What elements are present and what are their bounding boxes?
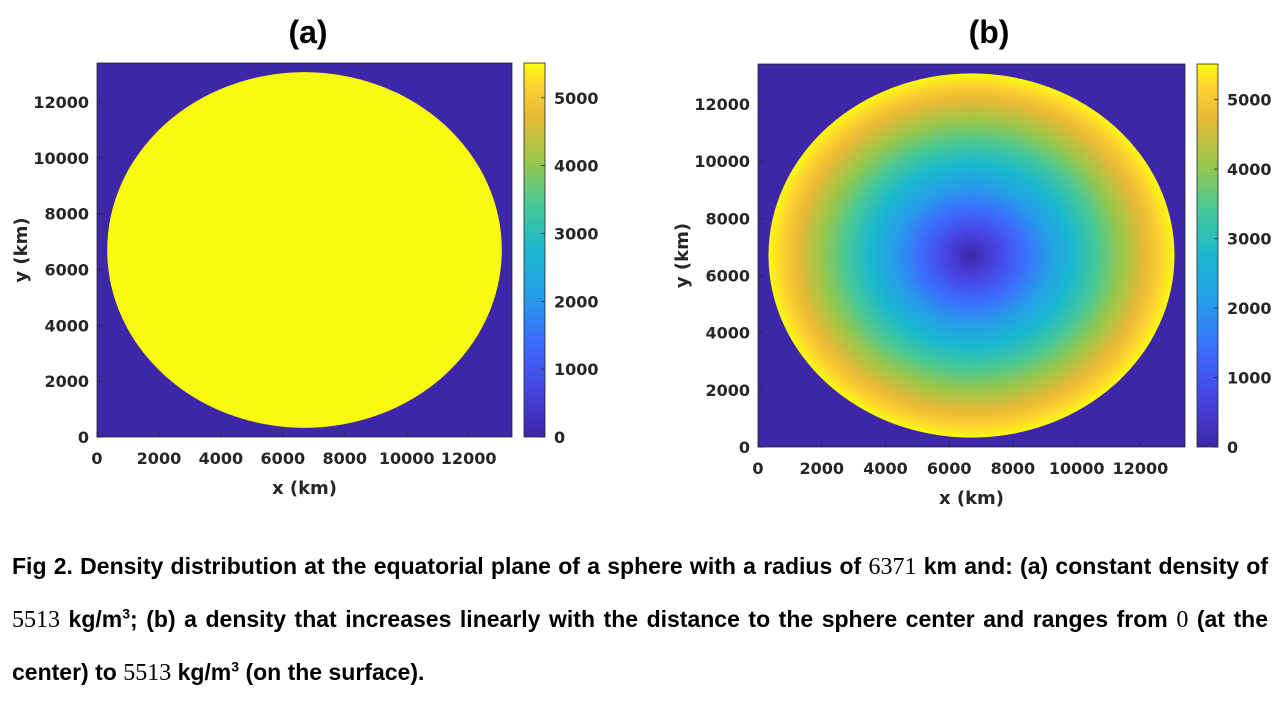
density-disk <box>768 73 1175 438</box>
y-axis-label: y (km) <box>672 223 693 288</box>
y-tick-label: 4000 <box>705 324 750 343</box>
colorbar-tick-label: 3000 <box>554 224 599 243</box>
x-tick-label: 4000 <box>863 459 908 478</box>
caption-text: Fig 2. Density distribution at the equat… <box>12 553 869 579</box>
y-tick-label: 12000 <box>33 93 89 112</box>
x-axis-label: x (km) <box>272 478 337 499</box>
caption-text: (on the surface). <box>239 659 425 685</box>
caption-unit: kg/m <box>60 606 123 632</box>
x-tick-label: 8000 <box>991 459 1036 478</box>
colorbar-tick-label: 2000 <box>554 292 599 311</box>
y-tick-label: 2000 <box>44 372 89 391</box>
x-tick-label: 8000 <box>322 449 367 468</box>
colorbar <box>1196 63 1219 448</box>
colorbar-tick-label: 4000 <box>1227 160 1272 179</box>
colorbar-tick-label: 1000 <box>554 360 599 379</box>
colorbar-tick-label: 0 <box>554 428 565 447</box>
y-tick-label: 2000 <box>705 381 750 400</box>
caption-superscript: 3 <box>122 605 131 622</box>
x-tick-label: 10000 <box>1049 459 1105 478</box>
y-tick-label: 10000 <box>694 152 750 171</box>
panel-b-title: (b) <box>968 14 1010 50</box>
caption-density-a: 5513 <box>12 607 60 633</box>
figure-canvas: 0 2000 4000 6000 8000 10000 120000200040006000… <box>11 62 1272 509</box>
y-axis-label: y (km) <box>11 217 32 282</box>
caption-zero: 0 <box>1176 607 1189 633</box>
caption-radius: 6371 <box>868 554 917 580</box>
colorbar-tick-label: 5000 <box>554 89 599 108</box>
x-tick-label: 0 <box>91 449 102 468</box>
y-tick-label: 0 <box>78 428 89 447</box>
x-tick-label: 12000 <box>441 449 497 468</box>
caption-text: (at the center) to <box>12 606 1269 685</box>
caption-unit: kg/m <box>171 659 232 685</box>
panel-a-title: (a) <box>288 14 328 50</box>
figure-caption: Fig 2. Density distribution at the equat… <box>12 540 1268 699</box>
panel-a-plot: 0 2000 4000 6000 8000 10000 120000200040006000… <box>11 62 599 499</box>
colorbar <box>523 62 546 438</box>
x-tick-label: 6000 <box>261 449 306 468</box>
colorbar-tick-label: 5000 <box>1227 91 1272 110</box>
colorbar-tick-label: 4000 <box>554 157 599 176</box>
y-tick-label: 12000 <box>694 95 750 114</box>
caption-density-b: 5513 <box>123 660 172 686</box>
y-tick-label: 6000 <box>44 261 89 280</box>
axes-frame <box>96 62 513 438</box>
axes-frame <box>757 63 1186 448</box>
colorbar-tick-label: 0 <box>1227 438 1238 457</box>
colorbar-tick-label: 1000 <box>1227 369 1272 388</box>
caption-text: ; (b) a density that increases linearly … <box>130 606 1177 632</box>
x-tick-label: 4000 <box>199 449 244 468</box>
y-tick-label: 6000 <box>705 267 750 286</box>
x-tick-label: 6000 <box>927 459 972 478</box>
y-tick-label: 0 <box>739 438 750 457</box>
y-tick-label: 4000 <box>44 316 89 335</box>
x-tick-label: 2000 <box>799 459 844 478</box>
caption-text: km and: (a) constant density of <box>916 553 1268 579</box>
x-axis-label: x (km) <box>939 488 1004 509</box>
colorbar-tick-label: 2000 <box>1227 299 1272 318</box>
x-tick-label: 0 <box>752 459 763 478</box>
y-tick-label: 10000 <box>33 149 89 168</box>
caption-superscript: 3 <box>231 658 240 675</box>
x-tick-label: 10000 <box>379 449 435 468</box>
y-tick-label: 8000 <box>705 209 750 228</box>
y-tick-label: 8000 <box>44 205 89 224</box>
colorbar-tick-label: 3000 <box>1227 230 1272 249</box>
panel-b-plot: 0 2000 4000 6000 8000 10000 120000200040006000… <box>672 63 1272 509</box>
x-tick-label: 2000 <box>137 449 182 468</box>
x-tick-label: 12000 <box>1113 459 1169 478</box>
density-disk <box>107 72 502 428</box>
